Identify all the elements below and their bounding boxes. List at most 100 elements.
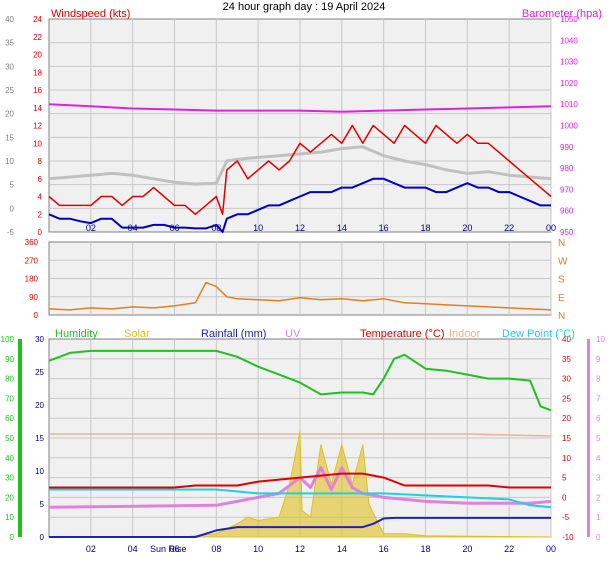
y-tick-label: 0 [596,533,601,542]
y-tick-label: 0 [10,204,15,213]
x-tick-label: 18 [420,223,430,233]
y-tick-label: 5 [596,434,601,443]
y-tick-label: 4 [596,454,601,463]
legend-item: Humidity [55,328,98,340]
y-tick-label: 960 [560,207,574,216]
sunrise-label: Sun Rise [150,544,187,554]
windspeed-line [48,124,552,216]
y-tick-label: 24 [33,15,42,24]
legend-item: Indoor [449,328,481,340]
compass-tick-label: W [558,256,568,267]
y-tick-label: 10 [33,139,42,148]
y-tick-label: 30 [5,474,14,483]
x-tick-label: 14 [337,544,347,554]
x-tick-label: 02 [86,223,96,233]
x-tick-label: 08 [211,544,221,554]
y-tick-label: 5 [10,181,15,190]
y-tick-label: 360 [25,238,39,247]
legend-item: Rainfall (mm) [201,328,266,340]
uv-axis-bar [587,339,590,537]
wind-gust-line [48,145,552,186]
y-tick-label: 950 [560,228,574,237]
y-tick-label: 90 [29,293,38,302]
uv-line [48,466,552,509]
compass-tick-label: N [558,311,565,322]
x-tick-label: 06 [169,223,179,233]
y-tick-label: 22 [33,33,42,42]
y-tick-label: 12 [33,122,42,131]
x-tick-label: 12 [295,223,305,233]
y-tick-label: 50 [5,434,14,443]
y-tick-label: 6 [596,414,601,423]
y-tick-label: 16 [33,86,42,95]
y-tick-label: 35 [5,39,14,48]
y-tick-label: 5 [40,500,45,509]
solar-area [49,431,552,538]
y-tick-label: 10 [5,157,14,166]
y-tick-label: 0 [38,228,43,237]
y-tick-label: 1040 [560,36,578,45]
y-tick-label: 10 [596,335,605,344]
y-tick-label: 25 [35,368,44,377]
x-tick-label: 22 [504,223,514,233]
y-tick-label: 10 [35,467,44,476]
y-tick-label: 80 [5,375,14,384]
x-tick-label: 02 [86,544,96,554]
y-tick-label: 2 [596,493,601,502]
x-tick-label: 20 [462,223,472,233]
y-tick-label: 1020 [560,79,578,88]
y-tick-label: 25 [562,394,571,403]
y-tick-label: 15 [562,434,571,443]
y-tick-label: 1000 [560,122,578,131]
x-tick-label: 10 [253,223,263,233]
x-tick-label: 00 [546,223,556,233]
rainfall-line [49,516,551,538]
x-tick-label: 10 [253,544,263,554]
y-tick-label: 980 [560,164,574,173]
y-tick-label: 40 [562,335,571,344]
chart-title: 24 hour graph day : 19 April 2024 [223,1,386,13]
x-tick-label: 06 [169,544,179,554]
y-tick-label: 3 [596,474,601,483]
x-tick-label: 04 [128,223,138,233]
y-tick-label: -5 [562,513,570,522]
x-tick-label: 04 [128,544,138,554]
x-tick-label: 22 [504,544,514,554]
y-tick-label: 0 [10,533,15,542]
y-tick-label: 180 [25,275,39,284]
x-tick-label: 18 [420,544,430,554]
y-tick-label: 30 [35,335,44,344]
wind-direction-line [48,281,552,311]
humidity-axis-bar [18,339,22,537]
y-tick-label: 1050 [560,15,578,24]
legend-item: Temperature (°C) [360,328,444,340]
legend-item: UV [285,328,301,340]
y-tick-label: 1 [596,513,601,522]
y-tick-label: 990 [560,143,574,152]
compass-tick-label: N [558,238,565,249]
y-tick-label: 1010 [560,100,578,109]
y-tick-label: 0 [34,311,39,320]
y-tick-label: 1030 [560,58,578,67]
y-tick-label: 30 [5,62,14,71]
y-tick-label: 0 [562,493,567,502]
y-tick-label: 15 [5,133,14,142]
y-tick-label: 20 [5,493,14,502]
y-tick-label: 9 [596,355,601,364]
x-tick-label: 12 [295,544,305,554]
y-tick-label: 10 [5,513,14,522]
wind-average-line [48,177,551,233]
x-tick-label: 00 [546,544,556,554]
indoor-line [49,433,552,437]
dew-point-line [49,488,552,509]
humidity-line [48,349,552,412]
x-tick-label: 16 [379,223,389,233]
y-tick-label: 5 [562,474,567,483]
y-tick-label: 40 [5,454,14,463]
y-tick-label: 2 [38,210,43,219]
right-axis-label: Barometer (hpa) [522,8,602,20]
y-tick-label: 90 [5,355,14,364]
x-tick-label: 14 [337,223,347,233]
y-tick-label: 0 [40,533,45,542]
y-tick-label: 270 [25,256,39,265]
